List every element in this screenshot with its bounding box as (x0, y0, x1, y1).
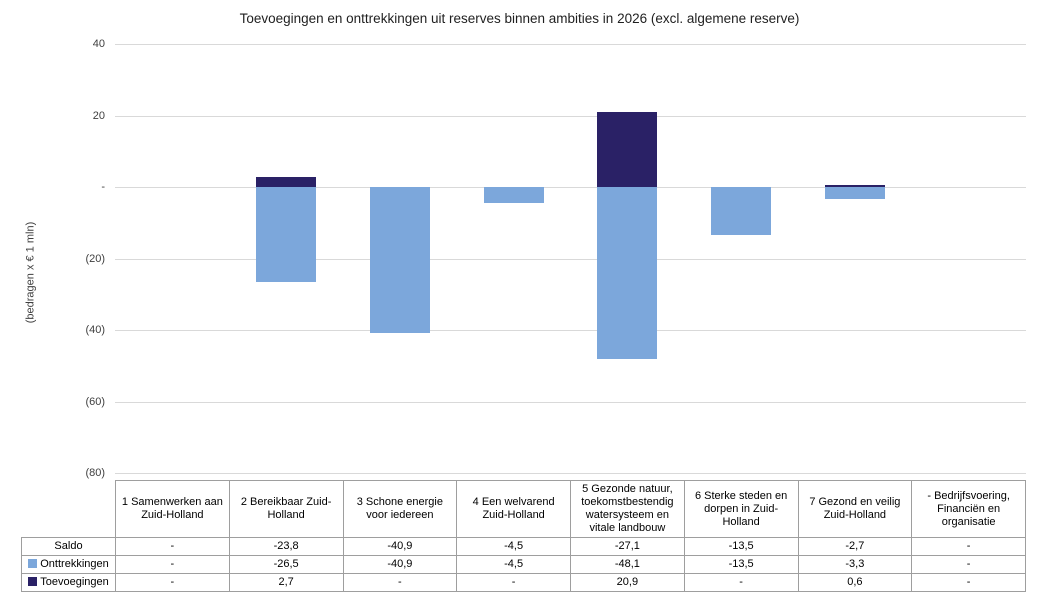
table-header-cell: 1 Samenwerken aan Zuid-Holland (115, 480, 230, 538)
table-header-cell: 4 Een welvarend Zuid-Holland (456, 480, 571, 538)
bar-onttrekkingen-cat4 (483, 187, 544, 204)
table-cell: - (342, 573, 458, 592)
chart-title: Toevoegingen en onttrekkingen uit reserv… (239, 11, 800, 26)
gridline (115, 115, 1026, 117)
series-name: Saldo (54, 540, 83, 552)
table-header-cell: 3 Schone energie voor iedereen (342, 480, 458, 538)
table-row-label: Onttrekkingen (21, 555, 116, 574)
table-cell: - (911, 573, 1026, 592)
bar-onttrekkingen-cat2 (255, 187, 316, 282)
table-cell: -13,5 (683, 537, 799, 556)
table-cell: 20,9 (570, 573, 685, 592)
bar-toevoegingen-cat2 (255, 177, 316, 187)
bar-onttrekkingen-cat7 (825, 187, 886, 199)
table-cell: - (115, 537, 230, 556)
plot-area (115, 44, 1026, 474)
y-tick-label: 20 (92, 109, 105, 122)
table-corner-cell (22, 481, 116, 538)
y-tick-label: 40 (92, 38, 105, 50)
table-cell: -13,5 (683, 555, 799, 574)
table-cell: -4,5 (456, 537, 571, 556)
legend-marker-toevoegingen (28, 577, 38, 586)
table-cell: 0,6 (797, 573, 913, 592)
table-row-label: Toevoegingen (21, 573, 116, 592)
table-row-label: Saldo (21, 537, 116, 556)
y-tick-label: (80) (85, 467, 105, 479)
table-header-cell: 6 Sterke steden en dorpen in Zuid-Hollan… (683, 480, 799, 538)
table-row: Onttrekkingen - -26,5 -40,9 -4,5 -48,1 -13,5 -3… (21, 555, 1026, 574)
table-cell: -48,1 (570, 555, 685, 574)
table-cell: -27,1 (570, 537, 685, 556)
y-axis-title: (bedragen x € 1 mln) (24, 221, 37, 324)
table-cell: -40,9 (342, 537, 458, 556)
bar-onttrekkingen-cat6 (711, 187, 772, 236)
table-cell: - (456, 573, 571, 592)
table-cell: -3,3 (797, 555, 913, 574)
bar-toevoegingen-cat7 (825, 184, 886, 187)
gridline (115, 401, 1026, 403)
gridline (115, 44, 1026, 45)
gridline (115, 258, 1026, 260)
table-header-cell: - Bedrijfsvoering, Financiën en organisa… (911, 480, 1026, 538)
bar-onttrekkingen-cat5 (597, 187, 658, 359)
table-cell: -23,8 (228, 537, 344, 556)
table-cell: - (911, 555, 1026, 574)
table-cell: - (683, 573, 799, 592)
table-cell: - (115, 555, 230, 574)
table-header-cell: 7 Gezond en veilig Zuid-Holland (797, 480, 913, 538)
legend-marker-onttrekkingen (28, 559, 38, 568)
table-header-cell: 5 Gezonde natuur, toekomstbestendig wate… (570, 480, 685, 538)
table-cell: -2,7 (797, 537, 913, 556)
bar-onttrekkingen-cat3 (369, 187, 430, 334)
table-cell: 2,7 (228, 573, 344, 592)
gridline (115, 473, 1026, 474)
y-tick-label: (40) (85, 324, 105, 336)
gridline (115, 187, 1026, 188)
table-row: Toevoegingen -2,7- -20,9-0,6- (21, 573, 1026, 592)
table-cell: -4,5 (456, 555, 571, 574)
table-cell: -26,5 (228, 555, 344, 574)
table-cell: -40,9 (342, 555, 458, 574)
y-tick-label: (20) (85, 252, 105, 265)
table-header-row: 1 Samenwerken aan Zuid-Holland 2 Bereikba… (22, 480, 1026, 538)
data-table: 1 Samenwerken aan Zuid-Holland 2 Bereikba… (21, 480, 1026, 592)
table-header-cell: 2 Bereikbaar Zuid-Holland (228, 480, 344, 538)
series-name: Toevoegingen (40, 576, 109, 588)
table-row: Saldo - -23,8 -40,9 -4,5 -27,1 -13,5 -2,7- (21, 537, 1026, 556)
y-tick-label: (60) (85, 395, 105, 408)
bar-toevoegingen-cat5 (597, 112, 658, 187)
gridline (115, 330, 1026, 331)
table-cell: - (115, 573, 230, 592)
y-tick-label: - (101, 181, 105, 193)
table-cell: - (911, 537, 1026, 556)
series-name: Onttrekkingen (40, 558, 109, 570)
